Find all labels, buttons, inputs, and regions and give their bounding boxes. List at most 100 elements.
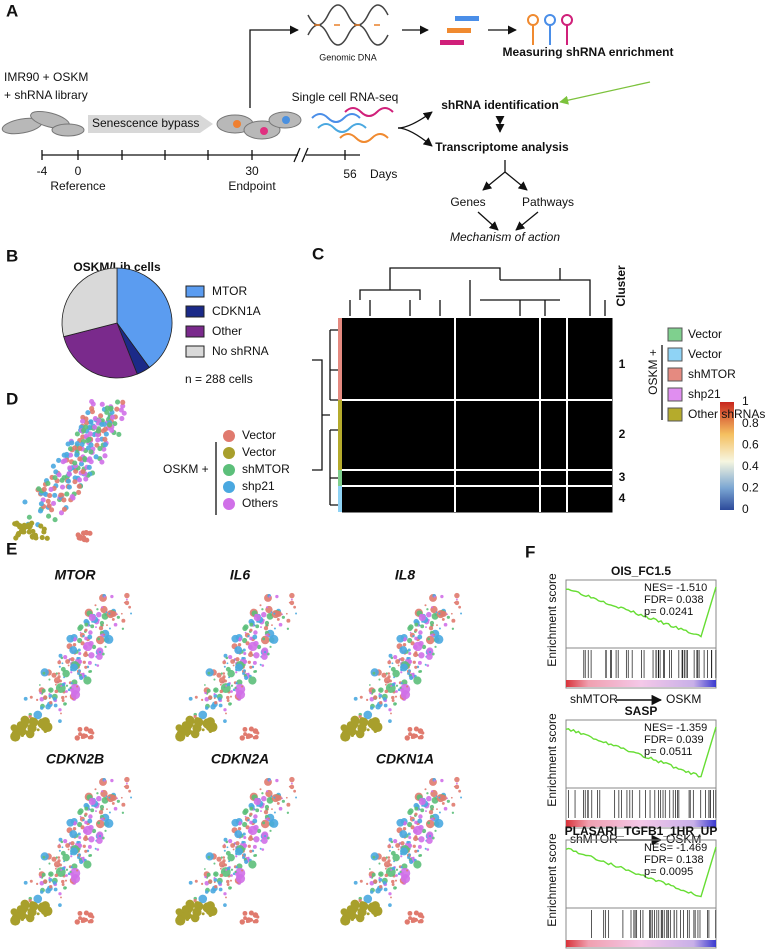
cell-dot <box>65 441 71 447</box>
heat-cell <box>473 478 484 487</box>
cell-dot <box>65 874 68 877</box>
cell-dot <box>454 600 460 606</box>
cell-dot <box>388 903 392 907</box>
cell-dot <box>228 838 233 844</box>
cell-dot <box>224 679 227 683</box>
cell-dot <box>425 626 427 629</box>
heat-cell <box>428 354 439 365</box>
cell-dot <box>426 831 434 839</box>
bypass-arrow <box>88 115 213 133</box>
heat-cell <box>385 417 395 427</box>
days-unit: Days <box>370 167 397 181</box>
heat-cell <box>385 372 395 383</box>
heat-cell <box>428 336 439 346</box>
heat-cell <box>483 372 494 383</box>
heat-cell <box>530 354 541 365</box>
heat-cell <box>540 486 550 496</box>
heat-cell <box>603 390 613 401</box>
cell-dot <box>418 854 421 857</box>
cell-dot <box>412 844 416 848</box>
cell-dot <box>440 610 447 617</box>
heat-cell <box>502 327 513 337</box>
heat-cell <box>585 381 595 392</box>
cell-dot <box>369 696 375 702</box>
cell-dot <box>347 727 357 736</box>
cell-dot <box>441 801 445 805</box>
heat-cell <box>464 408 475 418</box>
heat-cell <box>385 426 395 436</box>
cell-dot <box>48 693 51 696</box>
cell-dot <box>84 628 88 632</box>
heat-cell <box>446 372 456 383</box>
heat-cell <box>603 486 613 496</box>
heat-cell <box>350 417 360 427</box>
cell-dot <box>71 863 78 870</box>
cell-dot <box>253 836 260 843</box>
cell-dot <box>111 617 115 621</box>
heat-cell <box>446 400 456 410</box>
heat-cell <box>521 443 532 453</box>
cell-dot <box>83 910 89 916</box>
cell-dot <box>182 727 192 736</box>
cell-dot <box>82 634 85 638</box>
heat-cell <box>437 354 447 365</box>
cell-dot <box>218 887 223 892</box>
legend-swatch <box>185 305 205 318</box>
heat-cell <box>473 318 484 328</box>
cell-dot <box>29 901 36 908</box>
cell-dot <box>420 624 425 629</box>
cell-dot <box>45 887 51 894</box>
cell-dot <box>58 892 62 896</box>
cell-dot <box>214 701 218 705</box>
cell-dot <box>60 712 62 715</box>
heat-cell <box>350 426 360 436</box>
cell-dot <box>358 898 362 903</box>
cell-dot <box>213 877 216 880</box>
heat-cell <box>540 461 550 471</box>
heat-cell <box>428 452 439 462</box>
heat-cell <box>594 318 604 328</box>
cell-dot <box>382 696 387 701</box>
heat-cell <box>558 336 568 346</box>
side-bar <box>338 318 342 400</box>
cell-dot <box>44 909 47 912</box>
heat-cell <box>585 417 595 427</box>
cell-dot <box>410 733 417 739</box>
cell-dot <box>128 789 132 793</box>
heat-cell <box>342 417 352 427</box>
heat-cell <box>455 443 465 453</box>
heat-cell <box>502 470 513 479</box>
cell-dot <box>269 634 279 644</box>
heat-cell <box>540 363 550 374</box>
heat-cell <box>350 390 360 401</box>
heat-cell <box>576 327 586 337</box>
heat-cell <box>464 452 475 462</box>
cell-dot <box>407 821 413 828</box>
heat-cell <box>473 390 484 401</box>
heat-cell <box>350 503 360 513</box>
cell-dot <box>79 675 84 681</box>
cell-dot <box>241 685 244 688</box>
heat-cell <box>521 400 532 410</box>
heat-cell <box>521 408 532 418</box>
gene-title: CDKN2A <box>211 751 269 767</box>
cell-dot <box>52 475 58 481</box>
cell-dot <box>374 725 377 728</box>
cell-dot <box>36 728 40 732</box>
heat-cell <box>420 345 430 355</box>
dendrogram <box>349 267 606 316</box>
cell-dot <box>438 811 441 814</box>
cell-dot <box>408 916 412 920</box>
cell-dot <box>250 623 253 626</box>
heat-cell <box>350 345 360 355</box>
cell-dot <box>17 524 23 530</box>
cell-dot <box>88 449 94 455</box>
heat-cell <box>567 363 577 374</box>
heat-cell <box>437 443 447 453</box>
cell-dot <box>203 868 206 870</box>
genes-text: Genes <box>450 195 485 209</box>
legend-swatch <box>185 325 205 338</box>
cell-dot <box>119 416 125 422</box>
cell-dot <box>239 919 245 925</box>
cell-dot <box>247 644 253 650</box>
